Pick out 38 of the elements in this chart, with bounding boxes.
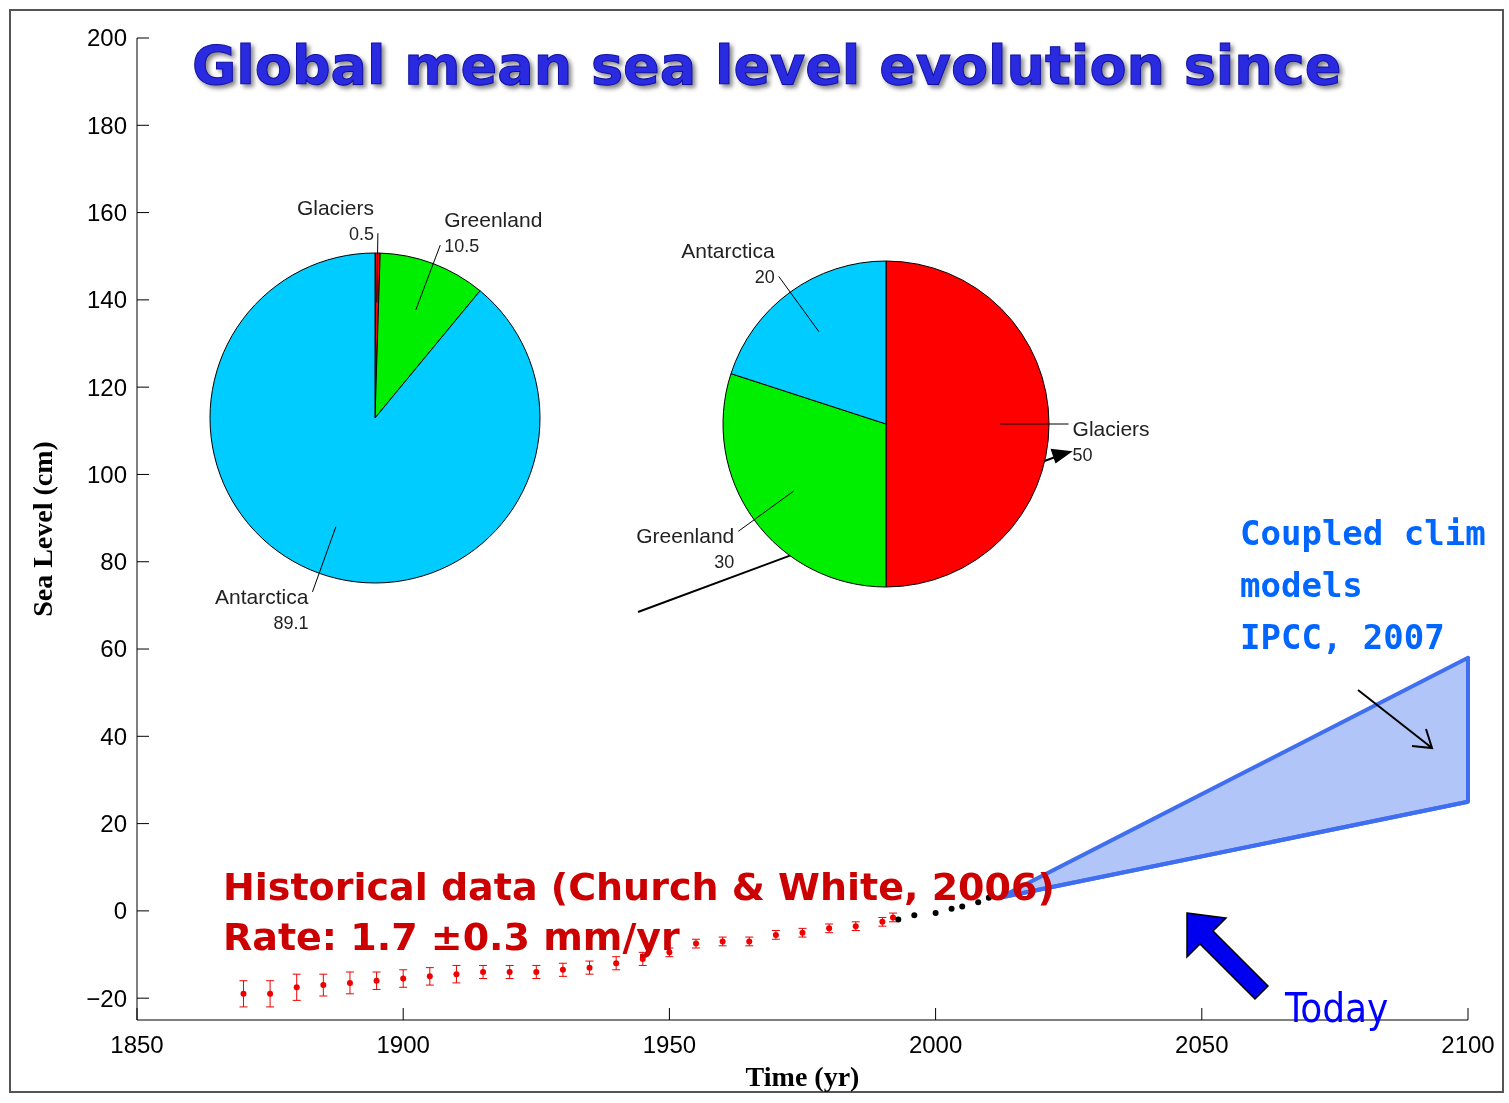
x-tick-label: 1850 xyxy=(110,1031,164,1058)
x-tick-label: 2050 xyxy=(1175,1031,1229,1058)
y-tick-label: 0 xyxy=(113,897,127,925)
slice-label: Antarctica xyxy=(681,239,776,263)
y-tick-label: 20 xyxy=(100,810,127,837)
y-tick-label: 100 xyxy=(86,460,127,488)
data-label: 89.1 xyxy=(273,612,309,633)
chart-title: Global mean sea level evolution since xyxy=(192,34,1342,97)
y-axis-title: Sea Level (cm) xyxy=(27,441,58,617)
y-tick-label: 40 xyxy=(100,722,127,750)
x-tick-label: 2000 xyxy=(908,1031,963,1058)
y-tick-label: 140 xyxy=(86,286,127,314)
slice-label: Glaciers xyxy=(296,196,374,220)
y-tick-label: −20 xyxy=(86,984,127,1012)
annotation: Today xyxy=(1284,985,1389,1031)
y-tick-label: 180 xyxy=(86,111,127,139)
x-tick-label: 1950 xyxy=(642,1031,697,1058)
annotation: Coupled clim xyxy=(1240,513,1486,553)
y-tick-label: 200 xyxy=(86,24,127,52)
slice-label: Glaciers xyxy=(1072,417,1150,440)
y-tick-label: 120 xyxy=(86,373,127,401)
slice-label: Greenland xyxy=(444,208,543,232)
annotation: models xyxy=(1240,565,1363,605)
x-axis-title: Time (yr) xyxy=(745,1061,860,1092)
data-label: 10.5 xyxy=(444,236,480,257)
slice-label: Antarctica xyxy=(215,584,309,608)
x-tick-label: 2100 xyxy=(1441,1031,1495,1058)
y-tick-label: 80 xyxy=(100,548,127,576)
annotation: IPCC, 2007 xyxy=(1240,617,1445,657)
y-tick-label: 60 xyxy=(100,635,127,663)
slice-label: Greenland xyxy=(636,524,735,548)
y-tick-label: 160 xyxy=(86,198,127,226)
data-label: 20 xyxy=(754,267,775,288)
annotation: Rate: 1.7 ±0.3 mm/yr xyxy=(223,915,681,959)
data-label: 30 xyxy=(714,552,735,573)
data-label: 50 xyxy=(1072,445,1093,465)
x-tick-label: 1900 xyxy=(376,1031,430,1058)
data-label: 0.5 xyxy=(348,224,374,245)
